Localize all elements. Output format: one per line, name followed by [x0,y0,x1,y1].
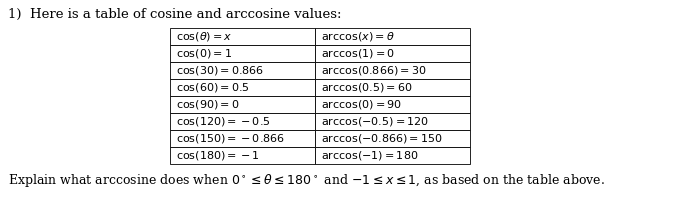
Bar [315,28,470,45]
Text: 1)  Here is a table of cosine and arccosine values:: 1) Here is a table of cosine and arccosi… [8,8,342,21]
Text: $\cos(150) = -0.866$: $\cos(150) = -0.866$ [176,132,285,145]
Text: $\arccos(-0.5) = 120$: $\arccos(-0.5) = 120$ [321,115,429,128]
Bar [315,130,470,147]
Text: $\cos(180) = -1$: $\cos(180) = -1$ [176,149,260,162]
Text: $\cos(30) = 0.866$: $\cos(30) = 0.866$ [176,64,264,77]
Bar [170,113,315,130]
Text: $\arccos(0.5) = 60$: $\arccos(0.5) = 60$ [321,81,412,94]
Bar [170,96,315,113]
Text: $\cos(0) = 1$: $\cos(0) = 1$ [176,47,232,60]
Text: $\arccos(-0.866) = 150$: $\arccos(-0.866) = 150$ [321,132,443,145]
Text: $\cos(\theta) = x$: $\cos(\theta) = x$ [176,30,232,43]
Text: $\cos(120) = -0.5$: $\cos(120) = -0.5$ [176,115,271,128]
Bar [170,62,315,79]
Bar [315,79,470,96]
Text: $\cos(60) = 0.5$: $\cos(60) = 0.5$ [176,81,250,94]
Text: Explain what arccosine does when $0^\circ \leq \theta \leq 180^\circ$ and $-1 \l: Explain what arccosine does when $0^\cir… [8,172,605,189]
Bar [315,96,470,113]
Bar [170,130,315,147]
Bar [315,45,470,62]
Text: $\arccos(0.866) = 30$: $\arccos(0.866) = 30$ [321,64,426,77]
Bar [315,62,470,79]
Text: $\arccos(-1) = 180$: $\arccos(-1) = 180$ [321,149,419,162]
Bar [315,113,470,130]
Bar [315,147,470,164]
Text: $\arccos(x) = \theta$: $\arccos(x) = \theta$ [321,30,395,43]
Text: $\cos(90) = 0$: $\cos(90) = 0$ [176,98,239,111]
Bar [170,28,315,45]
Text: $\arccos(1) = 0$: $\arccos(1) = 0$ [321,47,395,60]
Text: $\arccos(0) = 90$: $\arccos(0) = 90$ [321,98,402,111]
Bar [170,147,315,164]
Bar [170,45,315,62]
Bar [170,79,315,96]
